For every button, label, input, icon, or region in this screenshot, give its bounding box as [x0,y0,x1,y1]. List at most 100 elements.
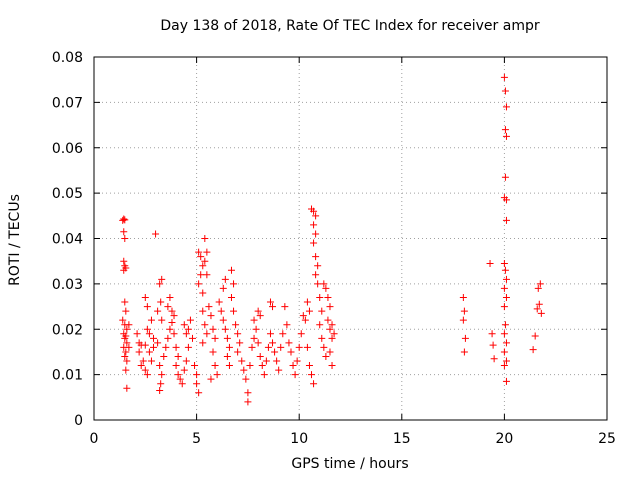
data-point [246,362,254,370]
data-point [195,248,203,256]
chart-title: Day 138 of 2018, Rate Of TEC Index for r… [160,18,540,34]
data-point [119,316,127,324]
data-point [141,341,149,349]
data-point [500,303,508,311]
data-point [162,343,170,351]
data-point [502,132,510,140]
y-tick-label: 0.04 [52,232,83,248]
data-point [252,325,260,333]
data-point [289,362,297,370]
data-point [310,239,318,247]
data-point [197,271,205,279]
data-point [135,348,143,356]
data-point [310,221,318,229]
data-point [157,380,165,388]
data-point [260,371,268,379]
data-point [227,293,235,301]
data-point [500,348,508,356]
data-point [223,334,231,342]
data-point [120,228,128,236]
data-point [256,352,264,360]
data-point [501,126,509,134]
y-tick-label: 0.03 [52,277,83,293]
data-point [500,330,508,338]
data-point [156,280,164,288]
data-point [164,303,172,311]
data-point [232,321,240,329]
data-point [266,330,274,338]
data-point [534,284,542,292]
data-point [320,280,328,288]
data-point [486,259,494,267]
data-point [312,230,320,238]
data-point [299,312,307,320]
data-point [501,173,509,181]
data-point [133,330,141,338]
data-point [254,307,262,315]
data-point [158,275,166,283]
data-point [271,348,279,356]
data-point [123,357,131,365]
data-point [180,366,188,374]
data-point [120,215,128,223]
data-point [188,334,196,342]
data-point [318,307,326,315]
data-point [240,366,248,374]
data-point [225,343,233,351]
data-point [281,303,289,311]
data-point [277,343,285,351]
data-point [195,280,203,288]
data-point [328,334,336,342]
data-point [275,366,283,374]
data-point [502,275,510,283]
y-tick-label: 0.08 [52,50,83,66]
data-point [250,334,258,342]
data-point [166,325,174,333]
data-point [234,348,242,356]
x-tick-label: 0 [90,431,99,447]
data-point [230,307,238,315]
data-point [121,235,129,242]
data-point [199,289,207,297]
data-point [537,309,545,317]
data-point [221,325,229,333]
data-point [147,316,155,324]
data-point [143,303,151,311]
data-point [227,266,235,274]
data-point [219,316,227,324]
data-point [310,380,318,388]
data-point [244,389,252,397]
data-point [459,293,467,301]
data-point [121,352,129,360]
data-point [244,398,252,406]
data-point [168,307,176,315]
data-point [500,259,508,267]
data-point [211,362,219,370]
data-point [305,307,313,315]
data-point [201,257,209,265]
data-point [141,293,149,301]
data-point [314,262,322,270]
y-tick-label: 0.01 [52,368,83,384]
data-point [303,298,311,306]
data-point [459,316,467,324]
data-point [285,339,293,347]
data-point [145,330,153,338]
data-point [199,339,207,347]
data-point [172,362,180,370]
data-point [312,271,320,279]
data-points [119,73,545,406]
data-point [502,339,510,347]
data-point [223,352,231,360]
data-point [168,318,176,326]
data-point [170,330,178,338]
y-tick-label: 0.02 [52,322,83,338]
data-point [501,321,509,329]
data-point [316,293,324,301]
data-point [182,357,190,365]
data-point [502,293,510,301]
data-point [203,271,211,279]
data-point [461,334,469,342]
grid-lines [94,57,607,420]
data-point [195,389,203,397]
